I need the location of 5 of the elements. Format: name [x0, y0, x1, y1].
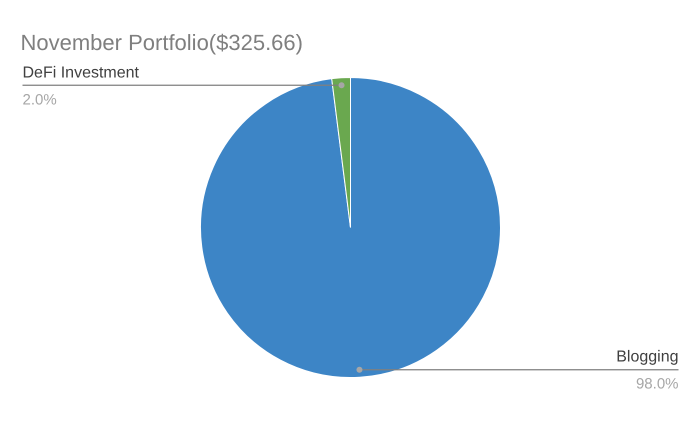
- data-label: 98.0%: [636, 376, 679, 393]
- slice-label: DeFi Investment: [22, 64, 140, 82]
- chart-title: November Portfolio($325.66): [20, 30, 303, 55]
- data-label: 2.0%: [22, 91, 57, 108]
- slice-label: Blogging: [616, 348, 679, 366]
